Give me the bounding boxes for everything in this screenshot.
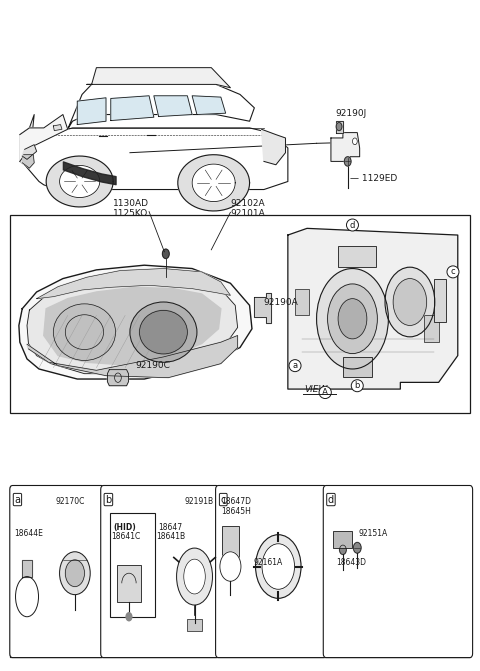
Text: 18647: 18647 (158, 523, 183, 531)
Text: b: b (355, 381, 360, 391)
Text: b: b (105, 495, 111, 505)
FancyBboxPatch shape (101, 486, 219, 658)
Text: A: A (322, 388, 328, 397)
Circle shape (60, 552, 90, 595)
Polygon shape (20, 128, 288, 189)
Polygon shape (77, 98, 106, 125)
Polygon shape (108, 370, 129, 386)
Text: 92191B: 92191B (185, 497, 214, 506)
Ellipse shape (184, 559, 205, 594)
Circle shape (344, 157, 351, 166)
Circle shape (126, 613, 132, 621)
Text: 92161A: 92161A (253, 558, 283, 566)
Text: 18641C: 18641C (111, 532, 140, 541)
Polygon shape (178, 155, 250, 211)
Text: 92151A: 92151A (359, 529, 388, 538)
Bar (10, 215, 470, 413)
Circle shape (353, 542, 361, 553)
Polygon shape (192, 164, 235, 201)
Text: — 1129ED: — 1129ED (350, 174, 397, 183)
Circle shape (393, 278, 427, 325)
Polygon shape (19, 265, 252, 379)
Bar (434, 278, 446, 322)
Bar (338, 246, 376, 266)
Ellipse shape (177, 548, 213, 605)
Polygon shape (36, 268, 230, 299)
Circle shape (352, 138, 357, 145)
Bar (222, 526, 239, 560)
Polygon shape (111, 96, 154, 121)
Circle shape (65, 560, 84, 586)
Polygon shape (262, 130, 286, 165)
Polygon shape (192, 96, 226, 115)
Ellipse shape (130, 302, 197, 362)
Ellipse shape (65, 315, 104, 350)
Text: 92190C: 92190C (136, 360, 170, 370)
Polygon shape (288, 228, 458, 389)
Text: a: a (14, 495, 21, 505)
Polygon shape (20, 115, 68, 162)
Polygon shape (27, 336, 238, 378)
Text: 1130AD: 1130AD (113, 199, 149, 207)
Circle shape (338, 299, 367, 339)
Polygon shape (20, 115, 34, 165)
Text: 92102A: 92102A (230, 199, 265, 207)
Text: d: d (350, 221, 355, 229)
Ellipse shape (262, 544, 295, 589)
Bar (117, 565, 141, 602)
Polygon shape (60, 166, 100, 197)
Polygon shape (331, 133, 360, 162)
Circle shape (317, 268, 388, 369)
Text: 1125KO: 1125KO (113, 209, 148, 217)
Polygon shape (22, 560, 32, 576)
Bar (333, 531, 352, 548)
Polygon shape (46, 156, 113, 207)
Ellipse shape (53, 304, 116, 360)
Polygon shape (336, 121, 343, 133)
Polygon shape (22, 155, 34, 168)
Text: 92190A: 92190A (263, 298, 298, 307)
Polygon shape (154, 96, 192, 117)
Bar (295, 289, 310, 315)
Text: c: c (451, 267, 456, 276)
Text: (HID): (HID) (113, 523, 136, 531)
Text: 18645H: 18645H (221, 507, 251, 515)
Text: 18644E: 18644E (14, 529, 43, 538)
Text: 92190J: 92190J (336, 109, 367, 118)
Ellipse shape (255, 535, 301, 599)
Bar (10, 486, 470, 657)
Circle shape (327, 284, 377, 354)
Bar (187, 619, 202, 631)
Polygon shape (22, 145, 36, 160)
Text: c: c (221, 495, 226, 505)
Bar (110, 513, 156, 617)
FancyBboxPatch shape (10, 486, 104, 658)
Polygon shape (87, 68, 230, 88)
Text: a: a (292, 361, 298, 370)
Text: 92170C: 92170C (56, 497, 85, 506)
Polygon shape (27, 270, 238, 374)
Ellipse shape (140, 311, 187, 354)
Text: VIEW: VIEW (305, 385, 328, 395)
Text: 18641B: 18641B (156, 532, 185, 541)
Text: 18647D: 18647D (221, 497, 251, 506)
Text: d: d (328, 495, 334, 505)
Polygon shape (53, 125, 62, 131)
Bar (343, 357, 372, 377)
Circle shape (336, 123, 342, 131)
FancyBboxPatch shape (323, 486, 473, 658)
Polygon shape (254, 293, 271, 323)
Text: 92101A: 92101A (230, 209, 265, 217)
Bar (424, 315, 439, 342)
Circle shape (339, 545, 346, 554)
Polygon shape (44, 287, 221, 365)
Text: 18643D: 18643D (336, 558, 366, 566)
Ellipse shape (15, 576, 38, 617)
Circle shape (220, 552, 241, 581)
FancyBboxPatch shape (216, 486, 326, 658)
Polygon shape (68, 85, 254, 130)
Circle shape (385, 267, 435, 337)
Circle shape (162, 249, 169, 258)
